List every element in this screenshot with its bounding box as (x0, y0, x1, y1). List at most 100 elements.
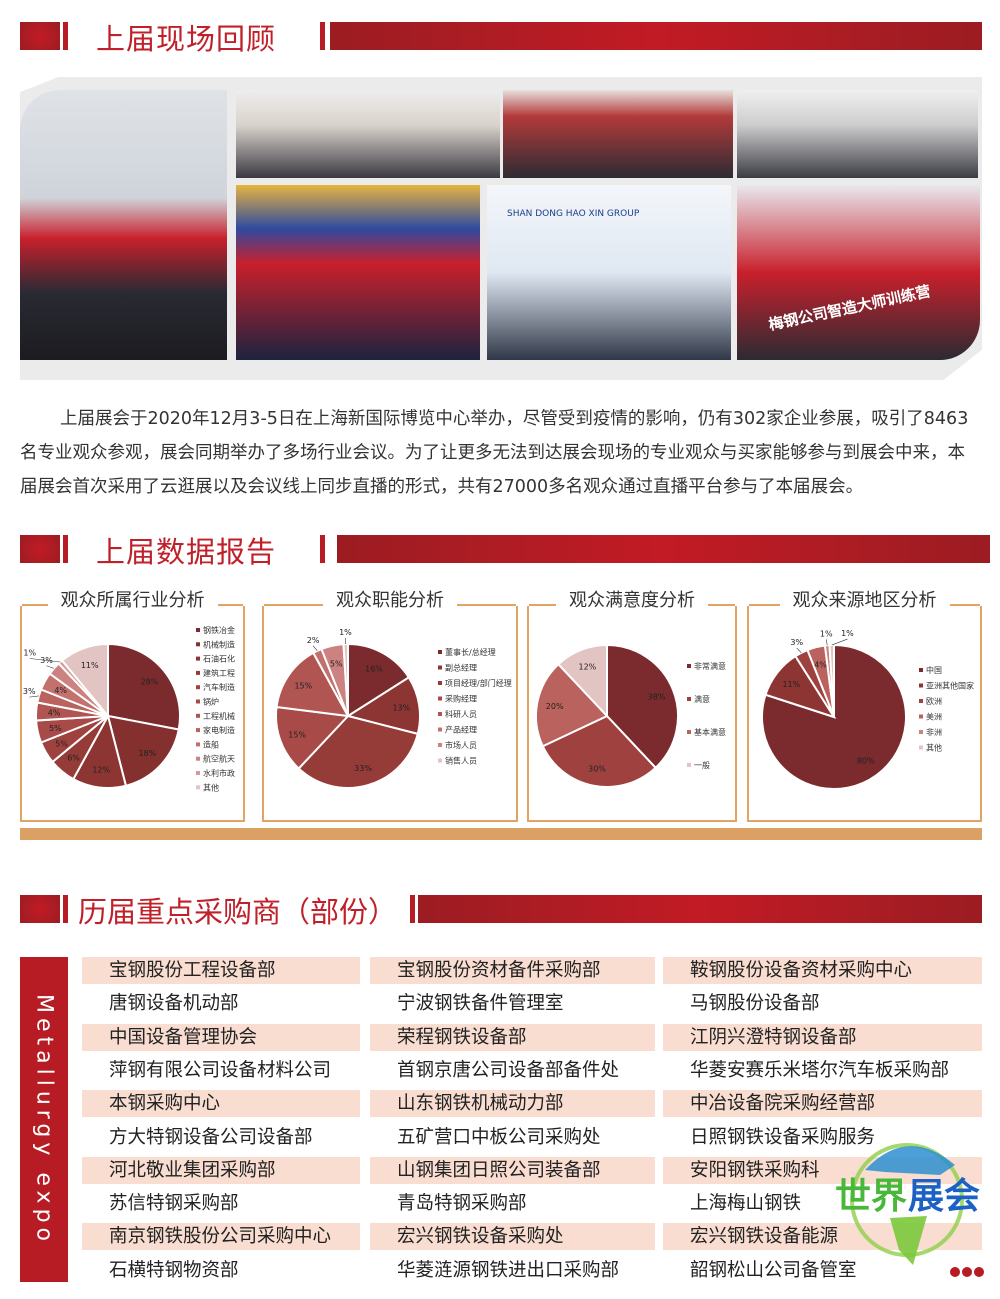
pie-label: 2% (307, 636, 320, 645)
legend-label: 机械制造 (203, 639, 235, 649)
legend-swatch (196, 714, 200, 718)
legend-swatch (687, 763, 691, 767)
legend-label: 其他 (926, 743, 942, 753)
legend-label: 中国 (926, 665, 942, 675)
pie-label: 1% (23, 648, 36, 657)
header-block (20, 22, 60, 50)
buyer-item: 石横特钢物资部 (82, 1257, 360, 1284)
pie-label: 3% (790, 638, 803, 647)
photo-booth-2: SHAN DONG HAO XIN GROUP (487, 185, 731, 360)
pie-label: 15% (288, 730, 306, 739)
pie-label: 13% (392, 704, 410, 713)
header-divider (410, 895, 415, 923)
legend-swatch (919, 746, 923, 750)
pie-leader-line (313, 646, 317, 651)
legend-swatch (438, 743, 442, 747)
legend-swatch (196, 642, 200, 646)
pie-label: 5% (49, 724, 62, 733)
chart-0: 观众所属行业分析28%18%12%6%5%5%4%3%4%3%1%11%钢铁冶金… (20, 606, 245, 822)
buyer-item: 江阴兴澄特钢设备部 (663, 1024, 982, 1051)
header-block (20, 535, 60, 563)
legend-label: 汽车制造 (203, 682, 235, 692)
buyer-item: 马钢股份设备部 (663, 990, 982, 1017)
pie-label: 80% (857, 757, 875, 766)
svg-text:展会: 展会 (908, 1176, 980, 1217)
orange-divider (20, 828, 982, 840)
legend-swatch (196, 685, 200, 689)
buyer-item: 中国设备管理协会 (82, 1024, 360, 1051)
pie-label: 33% (354, 764, 372, 773)
pie-label: 20% (546, 702, 564, 711)
legend-swatch (687, 664, 691, 668)
pie-label: 18% (138, 749, 156, 758)
legend-swatch (438, 712, 442, 716)
legend-label: 水利市政 (203, 768, 235, 778)
legend-swatch (196, 785, 200, 789)
photo-entrance (20, 90, 227, 360)
side-label: Metallurgy expo (20, 957, 68, 1282)
pie-leader-line (46, 666, 54, 669)
buyer-item: 宝钢股份工程设备部 (82, 957, 360, 984)
header-bar (418, 895, 982, 923)
header-divider (320, 22, 325, 50)
buyer-item: 山钢集团日照公司装备部 (370, 1157, 655, 1184)
section-title: 上届数据报告 (96, 529, 276, 571)
pie-leader-line (797, 648, 802, 653)
buyer-item: 山东钢铁机械动力部 (370, 1090, 655, 1117)
photo-crowd-1 (236, 90, 500, 178)
buyer-item: 河北敬业集团采购部 (82, 1157, 360, 1184)
legend-label: 造船 (203, 739, 219, 749)
legend-label: 锅炉 (203, 697, 219, 707)
header-divider (63, 535, 68, 563)
pie-label: 11% (782, 680, 800, 689)
section-header-review: 上届现场回顾 (20, 22, 982, 52)
legend-swatch (687, 697, 691, 701)
section-header-data: 上届数据报告 (20, 535, 982, 565)
pie-label: 15% (294, 682, 312, 691)
legend-label: 工程机械 (203, 711, 235, 721)
pie-label: 6% (67, 754, 80, 763)
pie-slice (108, 644, 180, 729)
legend-swatch (919, 684, 923, 688)
legend-swatch (196, 728, 200, 732)
buyer-item: 华菱涟源钢铁进出口采购部 (370, 1257, 655, 1284)
buyer-item: 宏兴钢铁设备采购处 (370, 1223, 655, 1250)
logo-text: 世界 (835, 1176, 907, 1217)
pie-label: 1% (820, 629, 833, 638)
legend-swatch (919, 715, 923, 719)
pie-label: 11% (81, 661, 99, 670)
header-divider (320, 535, 325, 563)
photo-booth-1 (236, 185, 480, 360)
pie-label: 12% (579, 662, 597, 671)
legend-label: 董事长/总经理 (445, 647, 496, 657)
legend-swatch (438, 650, 442, 654)
legend-label: 非洲 (926, 727, 942, 737)
buyer-item: 唐钢设备机动部 (82, 990, 360, 1017)
pie-leader-line (832, 639, 848, 645)
legend-swatch (196, 657, 200, 661)
buyer-item: 苏信特钢采购部 (82, 1190, 360, 1217)
legend-swatch (438, 681, 442, 685)
buyer-item: 荣程钢铁设备部 (370, 1024, 655, 1051)
legend-swatch (438, 728, 442, 732)
photo-crowd-3 (737, 90, 978, 178)
pie-label: 16% (365, 665, 383, 674)
legend-label: 钢铁冶金 (203, 625, 235, 635)
legend-label: 销售人员 (445, 756, 477, 766)
legend-swatch (687, 730, 691, 734)
section-header-buyers: 历届重点采购商（部份） (20, 895, 982, 925)
legend-swatch (919, 668, 923, 672)
legend-swatch (196, 700, 200, 704)
legend-swatch (919, 699, 923, 703)
review-paragraph: 上届展会于2020年12月3-5日在上海新国际博览中心举办，尽管受到疫情的影响，… (20, 402, 982, 504)
legend-label: 采购经理 (445, 694, 477, 704)
legend-label: 副总经理 (445, 663, 477, 673)
pie-label: 3% (23, 687, 36, 696)
buyer-item: 宝钢股份资材备件采购部 (370, 957, 655, 984)
legend-swatch (196, 757, 200, 761)
legend-swatch (196, 742, 200, 746)
legend-label: 非常满意 (694, 661, 726, 671)
buyer-item: 中冶设备院采购经营部 (663, 1090, 982, 1117)
